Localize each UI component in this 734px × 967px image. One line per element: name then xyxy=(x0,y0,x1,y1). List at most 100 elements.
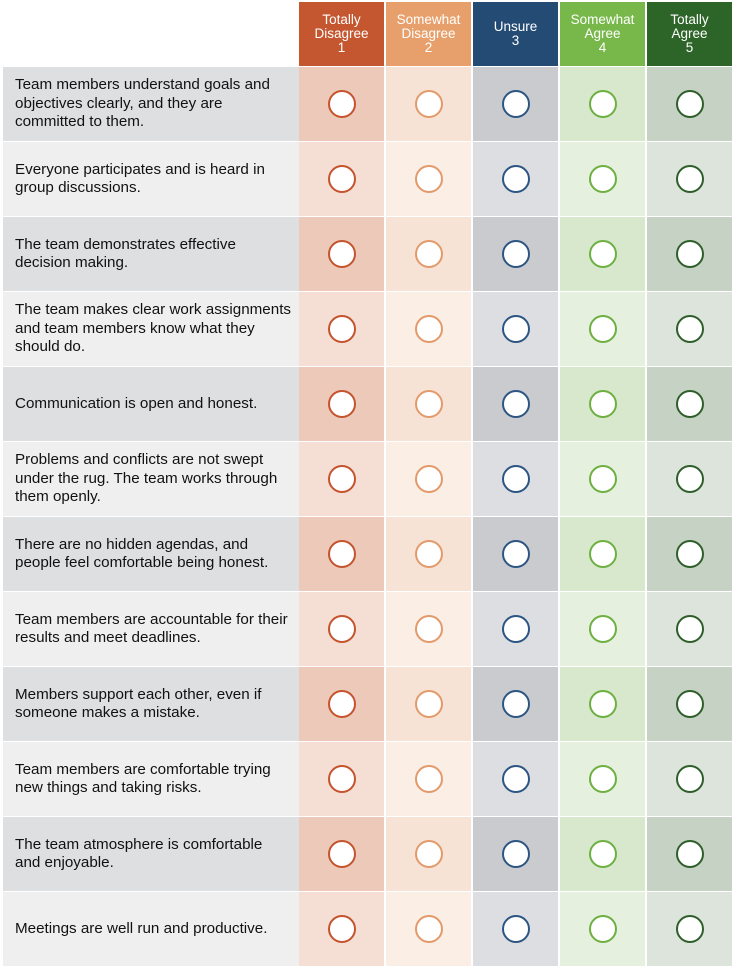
rating-cell-3 xyxy=(473,517,558,591)
rating-radio-5[interactable] xyxy=(675,915,704,943)
rating-cell-1 xyxy=(299,817,384,891)
rating-radio-2[interactable] xyxy=(414,390,443,418)
rating-cell-1 xyxy=(299,217,384,291)
rating-radio-1[interactable] xyxy=(327,615,356,643)
scale-header-1: Totally Disagree 1 xyxy=(299,2,384,66)
rating-cell-4 xyxy=(560,742,645,816)
statement-row: Meetings are well run and productive. xyxy=(3,892,732,966)
rating-radio-5[interactable] xyxy=(675,765,704,793)
rating-radio-3[interactable] xyxy=(501,240,530,268)
rating-radio-4[interactable] xyxy=(588,840,617,868)
rating-radio-3[interactable] xyxy=(501,765,530,793)
rating-radio-5[interactable] xyxy=(675,465,704,493)
rating-cell-2 xyxy=(386,517,471,591)
rating-radio-2[interactable] xyxy=(414,165,443,193)
rating-radio-3[interactable] xyxy=(501,390,530,418)
scale-label-line1: Somewhat xyxy=(570,12,635,27)
rating-radio-2[interactable] xyxy=(414,840,443,868)
scale-label-line2: Disagree xyxy=(401,26,456,41)
rating-radio-4[interactable] xyxy=(588,240,617,268)
statement-text: Communication is open and honest. xyxy=(3,367,299,441)
statement-row: Communication is open and honest. xyxy=(3,367,732,441)
rating-radio-1[interactable] xyxy=(327,315,356,343)
statement-row: The team atmosphere is comfortable and e… xyxy=(3,817,732,891)
rating-radio-2[interactable] xyxy=(414,315,443,343)
rating-radio-3[interactable] xyxy=(501,165,530,193)
rating-radio-4[interactable] xyxy=(588,90,617,118)
rating-radio-1[interactable] xyxy=(327,915,356,943)
rating-radio-3[interactable] xyxy=(501,690,530,718)
rating-radio-5[interactable] xyxy=(675,165,704,193)
statement-text: The team atmosphere is comfortable and e… xyxy=(3,817,299,891)
rating-cell-2 xyxy=(386,892,471,966)
rating-radio-5[interactable] xyxy=(675,315,704,343)
rating-radio-3[interactable] xyxy=(501,540,530,568)
rating-radio-5[interactable] xyxy=(675,90,704,118)
rating-cell-5 xyxy=(647,217,732,291)
rating-cell-1 xyxy=(299,442,384,516)
scale-label-line2: Agree xyxy=(671,26,708,41)
rating-radio-4[interactable] xyxy=(588,540,617,568)
rating-radio-5[interactable] xyxy=(675,540,704,568)
rating-radio-1[interactable] xyxy=(327,765,356,793)
rating-radio-4[interactable] xyxy=(588,390,617,418)
rating-radio-1[interactable] xyxy=(327,90,356,118)
scale-header-4: Somewhat Agree 4 xyxy=(560,2,645,66)
rating-radio-1[interactable] xyxy=(327,840,356,868)
rating-cell-5 xyxy=(647,742,732,816)
statement-text: Team members are comfortable trying new … xyxy=(3,742,299,816)
rating-radio-2[interactable] xyxy=(414,465,443,493)
rating-radio-2[interactable] xyxy=(414,690,443,718)
rating-radio-5[interactable] xyxy=(675,240,704,268)
rating-radio-3[interactable] xyxy=(501,915,530,943)
rating-radio-4[interactable] xyxy=(588,915,617,943)
rating-radio-3[interactable] xyxy=(501,465,530,493)
rating-radio-3[interactable] xyxy=(501,315,530,343)
scale-header-3: Unsure 3 xyxy=(473,2,558,66)
rating-cell-4 xyxy=(560,142,645,216)
scale-number: 3 xyxy=(511,33,520,48)
rating-radio-5[interactable] xyxy=(675,390,704,418)
scale-label-line1: Unsure xyxy=(493,19,538,34)
rating-radio-2[interactable] xyxy=(414,90,443,118)
rating-radio-1[interactable] xyxy=(327,240,356,268)
rating-radio-1[interactable] xyxy=(327,690,356,718)
rating-cell-4 xyxy=(560,892,645,966)
rating-cell-2 xyxy=(386,367,471,441)
rating-radio-2[interactable] xyxy=(414,540,443,568)
rating-radio-2[interactable] xyxy=(414,765,443,793)
scale-label-line1: Totally xyxy=(670,12,709,27)
rating-radio-1[interactable] xyxy=(327,540,356,568)
rating-radio-4[interactable] xyxy=(588,465,617,493)
rating-cell-2 xyxy=(386,67,471,141)
rating-radio-1[interactable] xyxy=(327,165,356,193)
rating-radio-4[interactable] xyxy=(588,315,617,343)
scale-number: 5 xyxy=(685,40,694,55)
rating-radio-2[interactable] xyxy=(414,240,443,268)
rating-radio-5[interactable] xyxy=(675,840,704,868)
rating-cell-1 xyxy=(299,67,384,141)
rating-cell-2 xyxy=(386,592,471,666)
rating-radio-5[interactable] xyxy=(675,690,704,718)
statement-row: Team members are accountable for their r… xyxy=(3,592,732,666)
rating-cell-1 xyxy=(299,292,384,366)
rating-radio-3[interactable] xyxy=(501,90,530,118)
rating-radio-1[interactable] xyxy=(327,390,356,418)
statement-row: Everyone participates and is heard in gr… xyxy=(3,142,732,216)
rating-radio-4[interactable] xyxy=(588,615,617,643)
rating-radio-1[interactable] xyxy=(327,465,356,493)
statement-row: Members support each other, even if some… xyxy=(3,667,732,741)
rating-radio-2[interactable] xyxy=(414,915,443,943)
rating-radio-5[interactable] xyxy=(675,615,704,643)
scale-number: 2 xyxy=(424,40,433,55)
rating-radio-2[interactable] xyxy=(414,615,443,643)
rating-radio-4[interactable] xyxy=(588,165,617,193)
statement-text: The team demonstrates effective decision… xyxy=(3,217,299,291)
rating-radio-4[interactable] xyxy=(588,765,617,793)
rating-radio-3[interactable] xyxy=(501,840,530,868)
rating-radio-3[interactable] xyxy=(501,615,530,643)
rating-cell-2 xyxy=(386,292,471,366)
statement-text: Team members understand goals and object… xyxy=(3,67,299,141)
rating-radio-4[interactable] xyxy=(588,690,617,718)
